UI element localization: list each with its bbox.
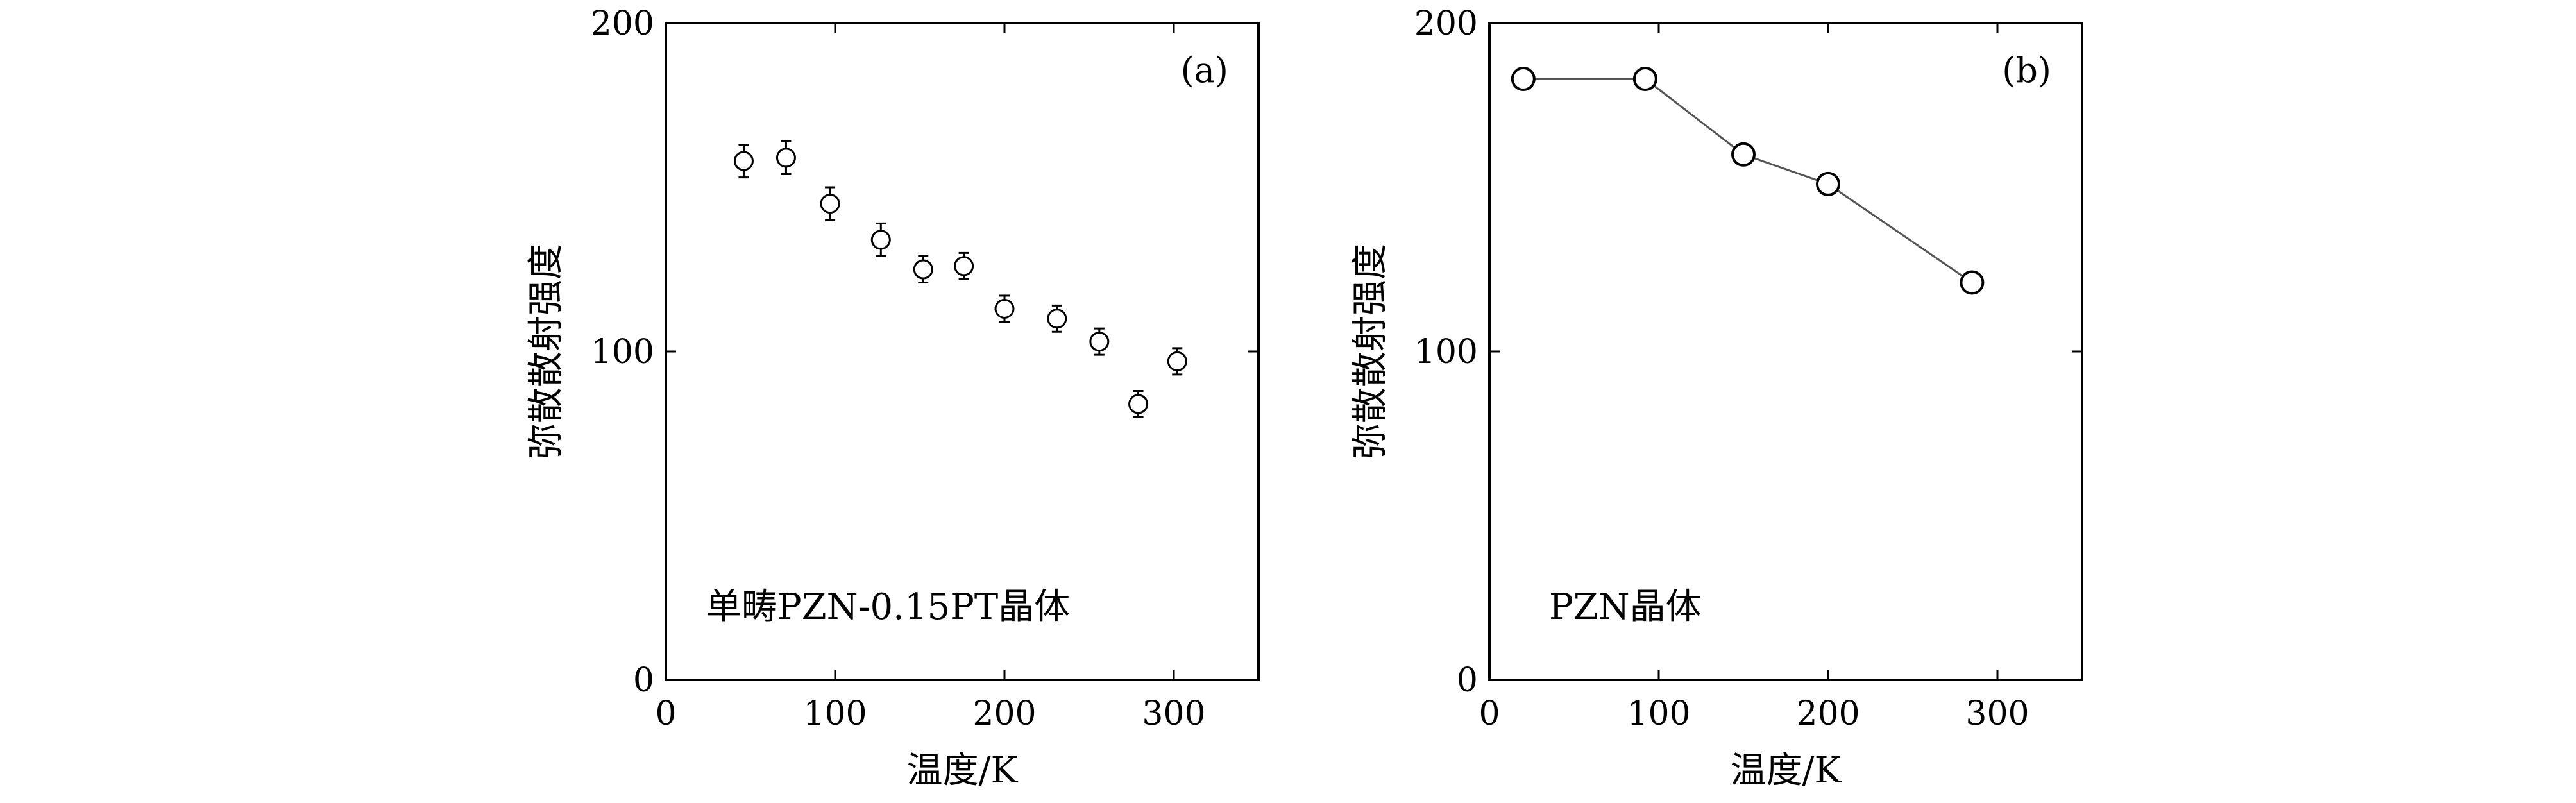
- chart-panel-b: (b) PZN晶体 温度/K 弥散散射强度 0 100 200 300 0 100 200: [1350, 4, 2083, 791]
- chart-panel-a: (a) 单畴PZN-0.15PT晶体 温度/K 弥散散射强度 0 100 200 30…: [525, 4, 1260, 791]
- x-tick-label: 200: [972, 695, 1036, 733]
- y-tick-label: 100: [1414, 333, 1478, 371]
- annotation-a: 单畴PZN-0.15PT晶体: [706, 586, 1070, 628]
- plot-frame-b: [1488, 22, 2083, 681]
- data-point: [1128, 394, 1149, 414]
- data-point: [870, 230, 891, 250]
- axis-ticks-b: 0 100 200 300 0 100 200: [1414, 4, 2082, 733]
- y-axis-label-b: 弥散散射强度: [1350, 244, 1391, 459]
- x-tick-label: 100: [1627, 695, 1690, 733]
- data-point: [1047, 309, 1067, 329]
- x-tick-label: 0: [655, 695, 676, 733]
- panel-label-b: (b): [2002, 50, 2051, 90]
- x-tick-label: 0: [1479, 695, 1500, 733]
- data-point: [1089, 332, 1110, 352]
- data-point: [1731, 142, 1756, 167]
- annotation-b: PZN晶体: [1549, 586, 1702, 628]
- x-tick-label: 300: [1142, 695, 1205, 733]
- y-tick-label: 0: [1457, 661, 1478, 700]
- series-line: [1523, 78, 1973, 283]
- data-point: [1632, 67, 1657, 92]
- axis-ticks-a: 0 100 200 300 0 100 200: [591, 4, 1258, 733]
- x-axis-label-b: 温度/K: [1731, 750, 1842, 791]
- x-tick-label: 200: [1796, 695, 1860, 733]
- y-tick-label: 0: [633, 661, 654, 700]
- x-tick-label: 100: [803, 695, 867, 733]
- data-point: [733, 151, 754, 171]
- data-point: [1167, 351, 1187, 371]
- y-tick-label: 200: [1414, 4, 1478, 43]
- data-point: [1816, 171, 1840, 196]
- data-point: [1960, 270, 1985, 295]
- y-tick-label: 100: [591, 333, 654, 371]
- data-point: [994, 298, 1015, 319]
- data-point: [913, 259, 933, 280]
- data-marks-b: [1511, 67, 1985, 295]
- y-axis-label-a: 弥散散射强度: [525, 244, 567, 459]
- panel-label-a: (a): [1181, 50, 1228, 90]
- data-point: [820, 194, 840, 214]
- data-marks-a: [733, 140, 1187, 418]
- x-tick-label: 300: [1965, 695, 2029, 733]
- data-point: [954, 256, 974, 276]
- y-tick-label: 200: [591, 4, 654, 43]
- data-point: [1511, 67, 1536, 92]
- data-point: [775, 148, 796, 168]
- x-axis-label-a: 温度/K: [907, 750, 1019, 791]
- plot-frame-a: [665, 22, 1260, 681]
